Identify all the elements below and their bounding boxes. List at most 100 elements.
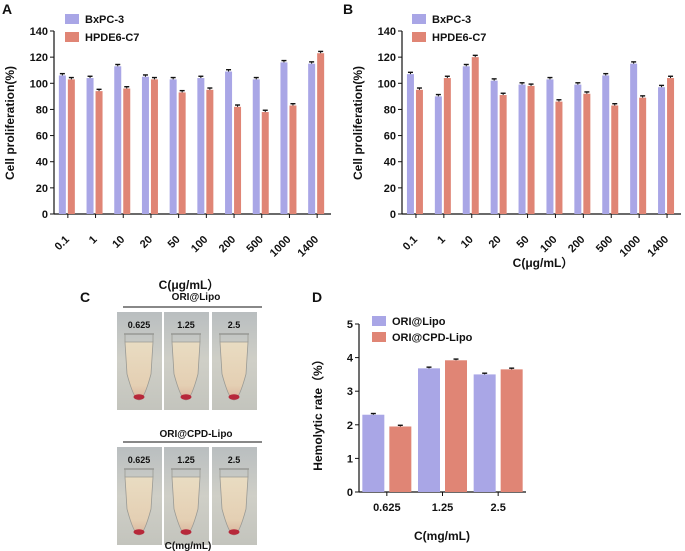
bar-ori-lipo [473, 374, 496, 492]
y-tick-label: 40 [384, 157, 396, 169]
x-axis-label: C(μg/mL） [159, 277, 220, 292]
bar-bxpc-3 [490, 80, 498, 215]
x-tick-label: 500 [244, 234, 265, 255]
legend-label: HPDE6-C7 [85, 32, 139, 44]
legend-swatch [372, 316, 386, 326]
bar-bxpc-3 [86, 78, 94, 214]
panel-c-xlabel: C(mg/mL) [165, 541, 212, 551]
rbc-pellet [228, 529, 240, 535]
x-tick-label: 100 [538, 234, 559, 255]
x-tick-label: 1 [435, 234, 448, 247]
tube-label: 2.5 [228, 455, 241, 465]
x-tick-label: 1.25 [432, 502, 453, 514]
y-axis-label: Hemolytic rate（%） [310, 353, 325, 470]
bar-hpde6-c7 [234, 106, 242, 214]
y-tick-label: 80 [36, 104, 48, 116]
x-tick-label: 100 [189, 234, 210, 255]
bar-hpde6-c7 [667, 78, 675, 214]
x-axis-label: C(μg/mL） [513, 255, 574, 270]
bar-bxpc-3 [546, 79, 554, 214]
legend-label: ORI@Lipo [392, 316, 446, 328]
bar-hpde6-c7 [583, 93, 591, 214]
tube-liquid [219, 476, 249, 536]
bar-bxpc-3 [574, 84, 582, 214]
rbc-pellet [133, 394, 145, 400]
y-tick-label: 140 [30, 26, 48, 38]
y-tick-label: 40 [36, 157, 48, 169]
legend-label: BxPC-3 [432, 14, 471, 26]
bar-hpde6-c7 [206, 89, 214, 214]
y-tick-label: 120 [30, 52, 48, 64]
x-axis-label: C(mg/mL) [414, 529, 470, 543]
y-tick-label: 3 [347, 386, 353, 398]
x-tick-label: 1000 [617, 234, 643, 260]
y-tick-label: 0 [42, 209, 48, 221]
bar-hpde6-c7 [123, 88, 131, 214]
legend-label: ORI@CPD-Lipo [392, 332, 473, 344]
x-tick-label: 200 [566, 234, 587, 255]
bar-bxpc-3 [252, 79, 260, 214]
bar-bxpc-3 [114, 66, 122, 215]
bar-bxpc-3 [280, 62, 288, 214]
tube-label: 0.625 [128, 320, 151, 330]
tube-liquid [171, 341, 201, 401]
y-tick-label: 0 [347, 487, 353, 499]
bar-hpde6-c7 [415, 89, 423, 214]
bar-hpde6-c7 [67, 79, 75, 214]
x-tick-label: 10 [459, 234, 476, 251]
x-tick-label: 0.625 [373, 502, 401, 514]
legend-swatch [65, 32, 79, 42]
bar-ori-cpd-lipo [500, 369, 523, 492]
rbc-pellet [133, 529, 145, 535]
tube-label: 0.625 [128, 455, 151, 465]
bar-bxpc-3 [602, 75, 610, 214]
x-tick-label: 0.1 [401, 234, 420, 253]
bar-hpde6-c7 [443, 78, 451, 214]
y-tick-label: 120 [378, 52, 396, 64]
group-2-label: ORI@CPD-Lipo [159, 429, 232, 440]
legend-swatch [412, 14, 426, 24]
bar-hpde6-c7 [289, 105, 297, 214]
bar-ori-cpd-lipo [445, 360, 467, 492]
x-tick-label: 10 [110, 234, 127, 251]
rbc-pellet [180, 394, 192, 400]
x-tick-label: 1400 [295, 234, 321, 260]
y-tick-label: 20 [384, 183, 396, 195]
bar-ori-lipo [418, 368, 440, 492]
tube-liquid [219, 341, 249, 401]
rbc-pellet [228, 394, 240, 400]
y-tick-label: 0 [390, 209, 396, 221]
legend-swatch [65, 14, 79, 24]
bar-bxpc-3 [141, 76, 149, 214]
x-tick-label: 200 [217, 234, 238, 255]
bar-bxpc-3 [630, 63, 638, 214]
bar-bxpc-3 [462, 66, 470, 215]
bar-bxpc-3 [308, 63, 316, 214]
y-tick-label: 100 [378, 78, 396, 90]
panel-d-letter: D [312, 289, 322, 305]
x-tick-label: 20 [487, 234, 504, 251]
x-tick-label: 1 [87, 234, 100, 247]
bar-bxpc-3 [434, 96, 442, 214]
y-tick-label: 60 [384, 131, 396, 143]
x-tick-label: 20 [138, 234, 155, 251]
y-tick-label: 80 [384, 104, 396, 116]
bar-hpde6-c7 [611, 105, 619, 214]
legend-label: BxPC-3 [85, 14, 124, 26]
x-tick-label: 500 [594, 234, 615, 255]
y-tick-label: 1 [347, 453, 353, 465]
bar-hpde6-c7 [178, 92, 186, 214]
panel-d: D 0 1 2 3 4 5 0.625 1.25 2.5 C(mg/mL) Hemolytic ra… [310, 289, 526, 543]
bar-hpde6-c7 [639, 97, 647, 214]
panel-c: C ORI@Lipo ORI@CPD-Lipo 0.625 1.25 2.5 0… [80, 289, 262, 551]
tube-label: 1.25 [177, 455, 195, 465]
bar-bxpc-3 [406, 74, 414, 214]
y-tick-label: 5 [347, 319, 353, 331]
y-axis-label: Cell proliferation(%) [3, 66, 17, 180]
x-tick-label: 0.1 [53, 234, 72, 253]
y-axis-label: Cell proliferation(%) [351, 66, 365, 180]
bar-bxpc-3 [225, 71, 233, 215]
x-tick-label: 1000 [268, 234, 294, 260]
